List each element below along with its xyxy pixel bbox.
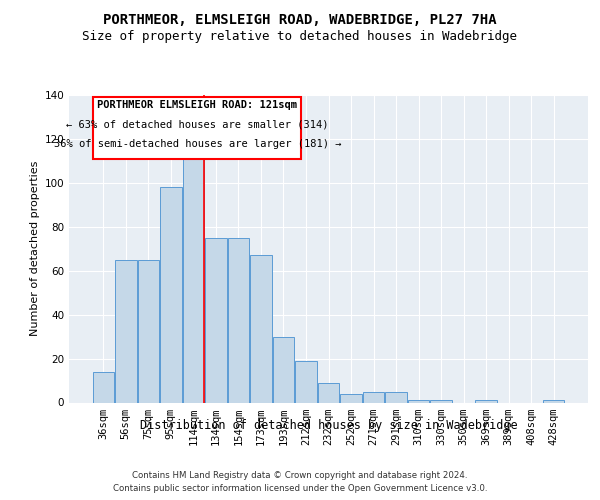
Text: Contains public sector information licensed under the Open Government Licence v3: Contains public sector information licen…: [113, 484, 487, 493]
Text: Size of property relative to detached houses in Wadebridge: Size of property relative to detached ho…: [83, 30, 517, 43]
Text: Distribution of detached houses by size in Wadebridge: Distribution of detached houses by size …: [140, 419, 518, 432]
Bar: [137, 260, 159, 402]
Text: Contains HM Land Registry data © Crown copyright and database right 2024.: Contains HM Land Registry data © Crown c…: [132, 471, 468, 480]
Bar: [228, 238, 249, 402]
Bar: [475, 400, 497, 402]
Bar: [205, 238, 227, 402]
Bar: [408, 400, 429, 402]
Text: ← 63% of detached houses are smaller (314): ← 63% of detached houses are smaller (31…: [66, 119, 329, 129]
Y-axis label: Number of detached properties: Number of detached properties: [30, 161, 40, 336]
Bar: [543, 400, 565, 402]
Bar: [430, 400, 452, 402]
Bar: [340, 394, 362, 402]
Text: PORTHMEOR, ELMSLEIGH ROAD, WADEBRIDGE, PL27 7HA: PORTHMEOR, ELMSLEIGH ROAD, WADEBRIDGE, P…: [103, 12, 497, 26]
FancyBboxPatch shape: [93, 97, 301, 158]
Text: PORTHMEOR ELMSLEIGH ROAD: 121sqm: PORTHMEOR ELMSLEIGH ROAD: 121sqm: [97, 100, 298, 110]
Bar: [250, 256, 272, 402]
Bar: [385, 392, 407, 402]
Bar: [318, 382, 339, 402]
Bar: [363, 392, 384, 402]
Bar: [182, 152, 204, 403]
Bar: [160, 187, 182, 402]
Bar: [295, 361, 317, 403]
Bar: [92, 372, 114, 402]
Text: 36% of semi-detached houses are larger (181) →: 36% of semi-detached houses are larger (…: [53, 139, 341, 149]
Bar: [273, 336, 294, 402]
Bar: [115, 260, 137, 402]
